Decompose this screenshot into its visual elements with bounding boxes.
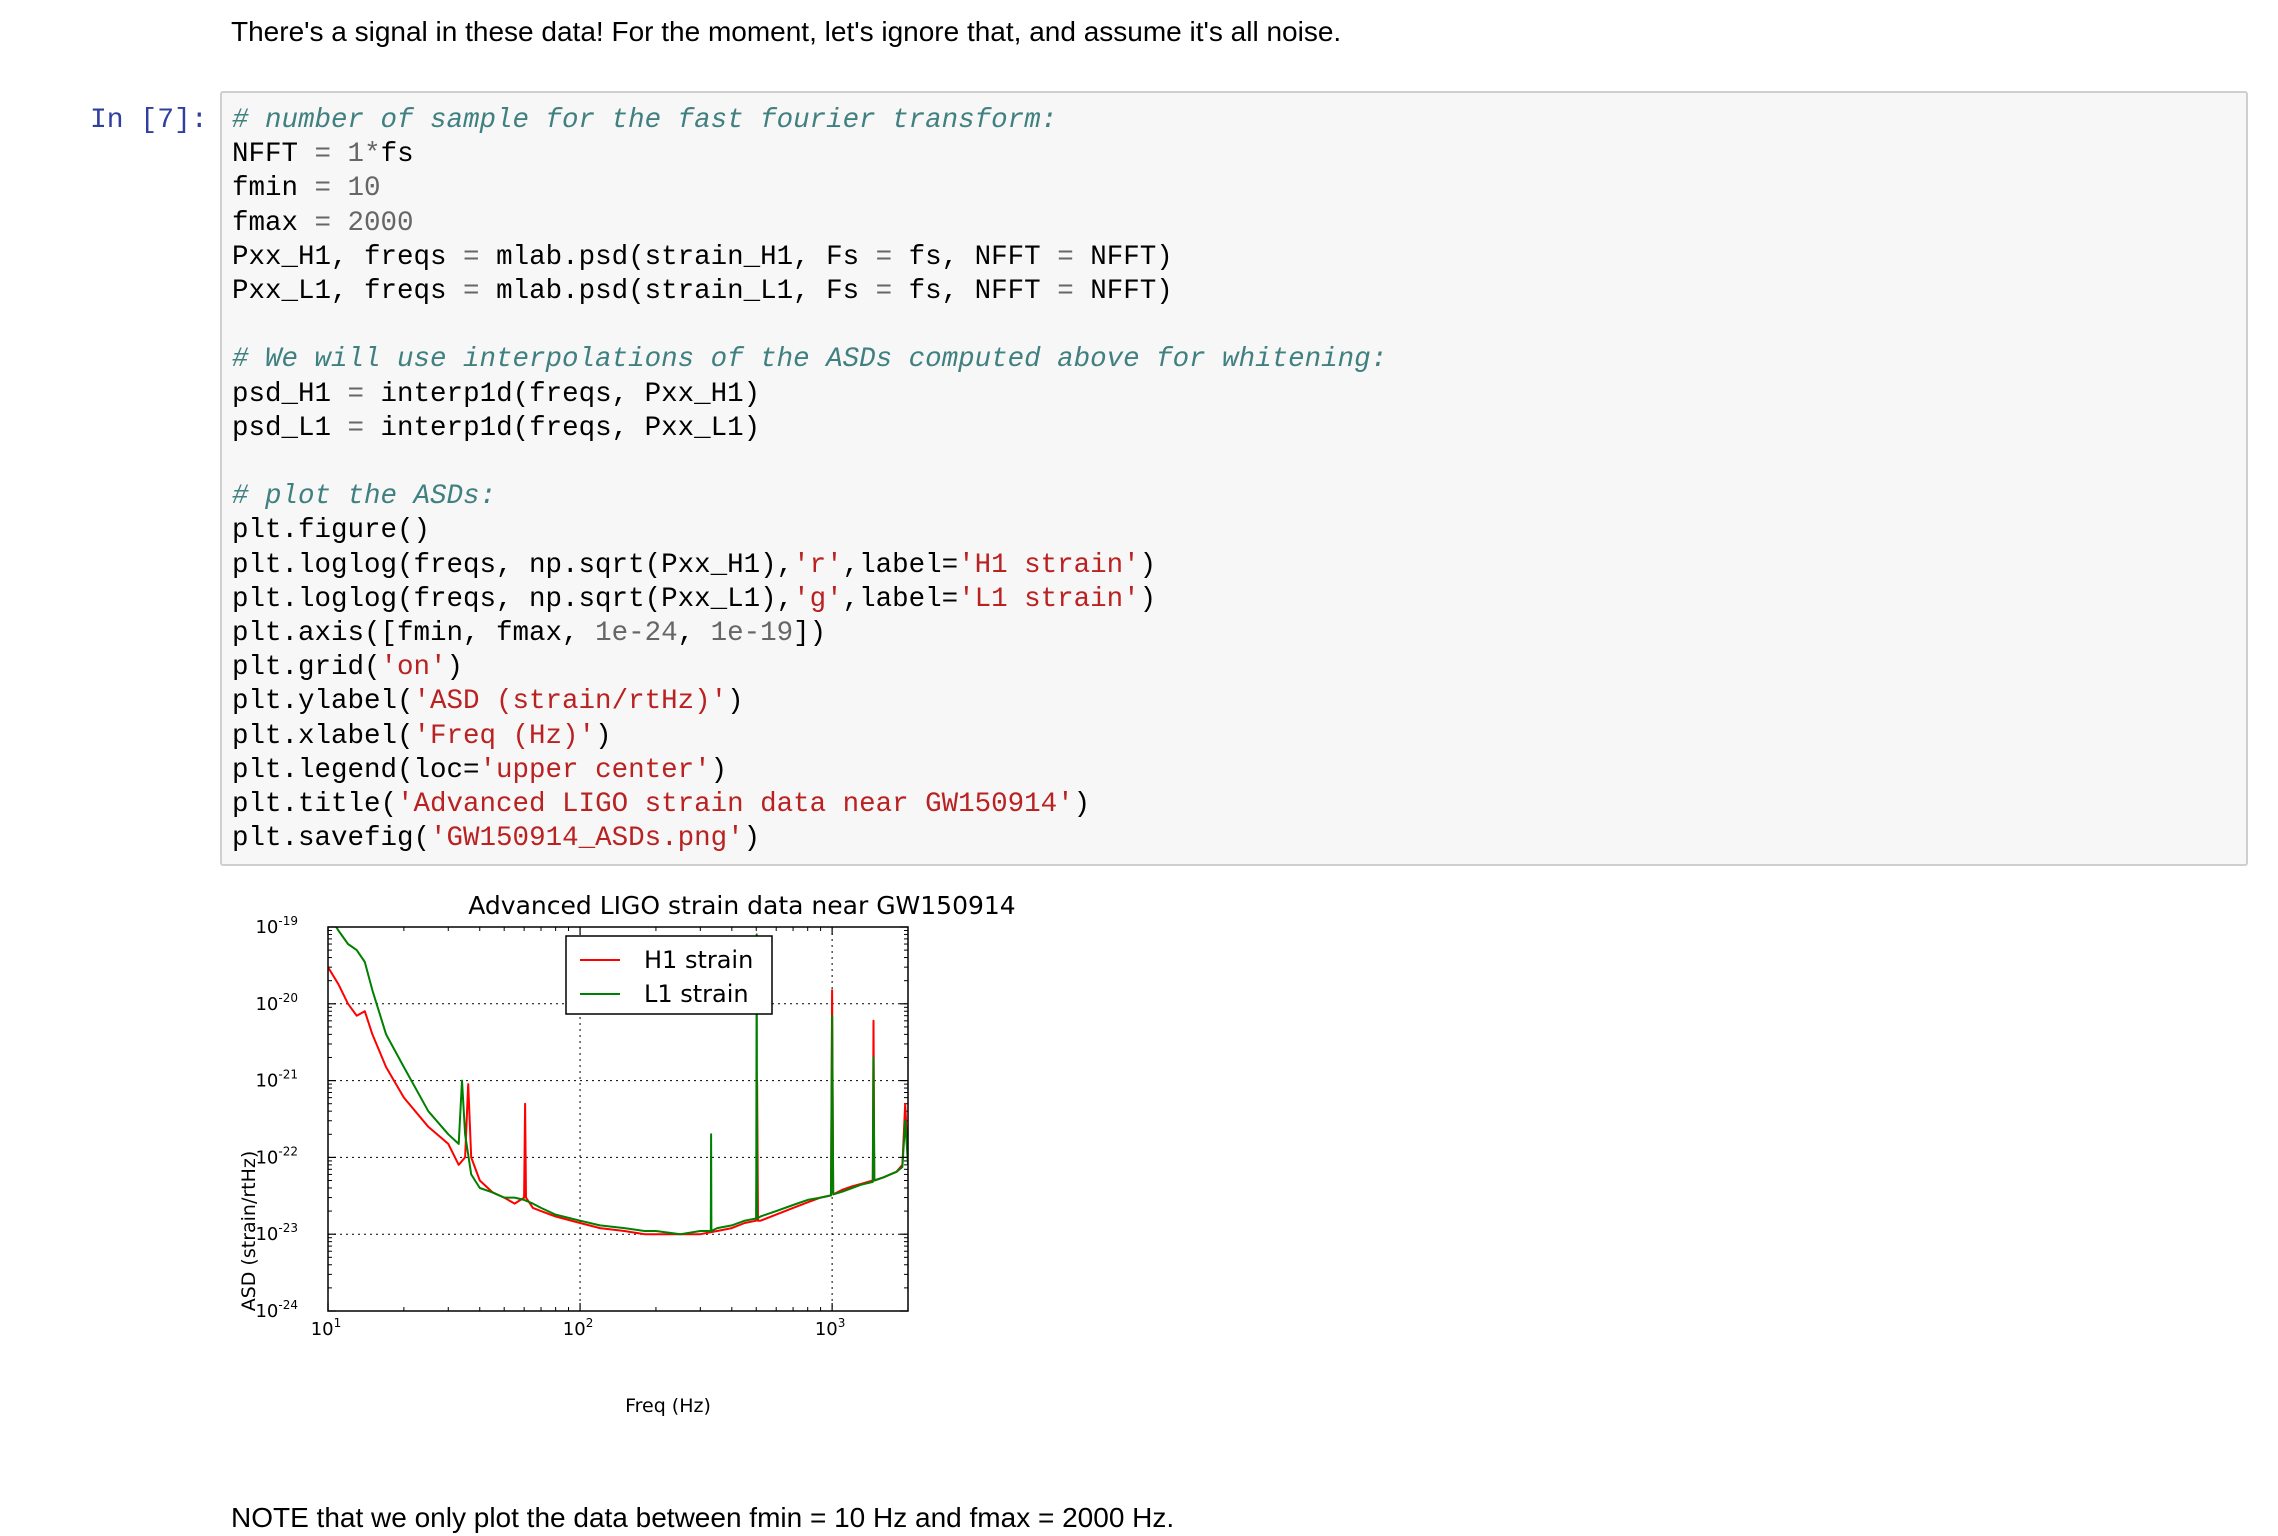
y-tick-label: 10-24 <box>255 1298 298 1322</box>
asd-plot: Advanced LIGO strain data near GW150914 … <box>238 891 1016 1417</box>
chart-title: Advanced LIGO strain data near GW150914 <box>468 891 1015 920</box>
x-axis-label: Freq (Hz) <box>625 1395 711 1417</box>
series-line-h1 <box>328 966 908 1236</box>
legend-label: H1 strain <box>644 946 753 974</box>
y-tick-label: 10-20 <box>255 991 298 1015</box>
x-tick-label: 103 <box>815 1316 846 1340</box>
y-tick-label: 10-19 <box>255 914 298 938</box>
cell-output: Advanced LIGO strain data near GW150914 … <box>220 880 1320 1460</box>
plot-frame <box>327 926 909 1312</box>
x-tick-label: 102 <box>563 1316 594 1340</box>
code-cell[interactable] <box>220 91 2248 866</box>
y-tick-label: 10-23 <box>255 1221 298 1245</box>
cell-prompt: In [7]: <box>90 105 208 136</box>
markdown-note: NOTE that we only plot the data between … <box>231 1502 1175 1533</box>
code-editor[interactable]: # number of sample for the fast fourier … <box>232 105 1388 855</box>
y-tick-label: 10-21 <box>255 1068 298 1092</box>
y-axis-label: ASD (strain/rtHz) <box>238 1151 260 1312</box>
markdown-intro: There's a signal in these data! For the … <box>231 16 1342 47</box>
y-tick-label: 10-22 <box>255 1144 298 1168</box>
series-line-l1 <box>335 927 908 1236</box>
x-tick-label: 101 <box>311 1316 342 1340</box>
legend-label: L1 strain <box>644 980 749 1008</box>
legend-box <box>565 935 773 1015</box>
